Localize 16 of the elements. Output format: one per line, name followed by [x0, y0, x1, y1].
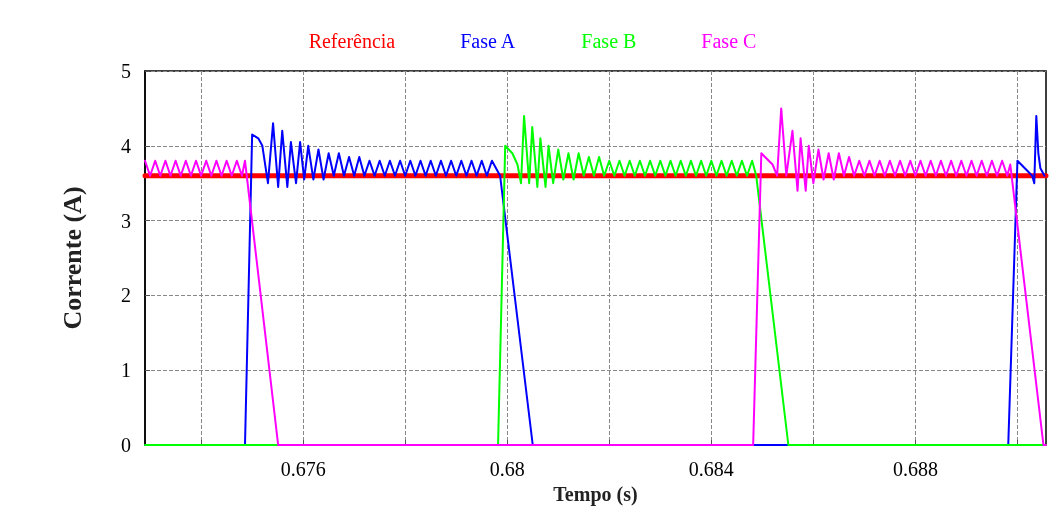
y-tick-label: 3: [121, 209, 131, 232]
y-tick-label: 5: [121, 60, 131, 82]
text: Referência: [308, 30, 396, 52]
y-axis-title: Corrente (A): [57, 186, 87, 330]
text: Fase A: [460, 30, 516, 52]
x-tick-label: 0.688: [892, 458, 938, 480]
text: Fase B: [581, 30, 637, 52]
x-tick-label: 0.676: [280, 458, 326, 480]
y-tick-label: 1: [121, 359, 131, 382]
text: Fase C: [701, 30, 757, 52]
x-tick-label: 0.68: [489, 458, 525, 480]
x-axis-title: Tempo (s): [553, 482, 638, 506]
y-tick-label: 4: [121, 134, 131, 157]
y-tick-label: 0: [121, 434, 131, 456]
y-tick-label: 2: [121, 284, 131, 307]
x-tick-label: 0.684: [688, 458, 734, 480]
